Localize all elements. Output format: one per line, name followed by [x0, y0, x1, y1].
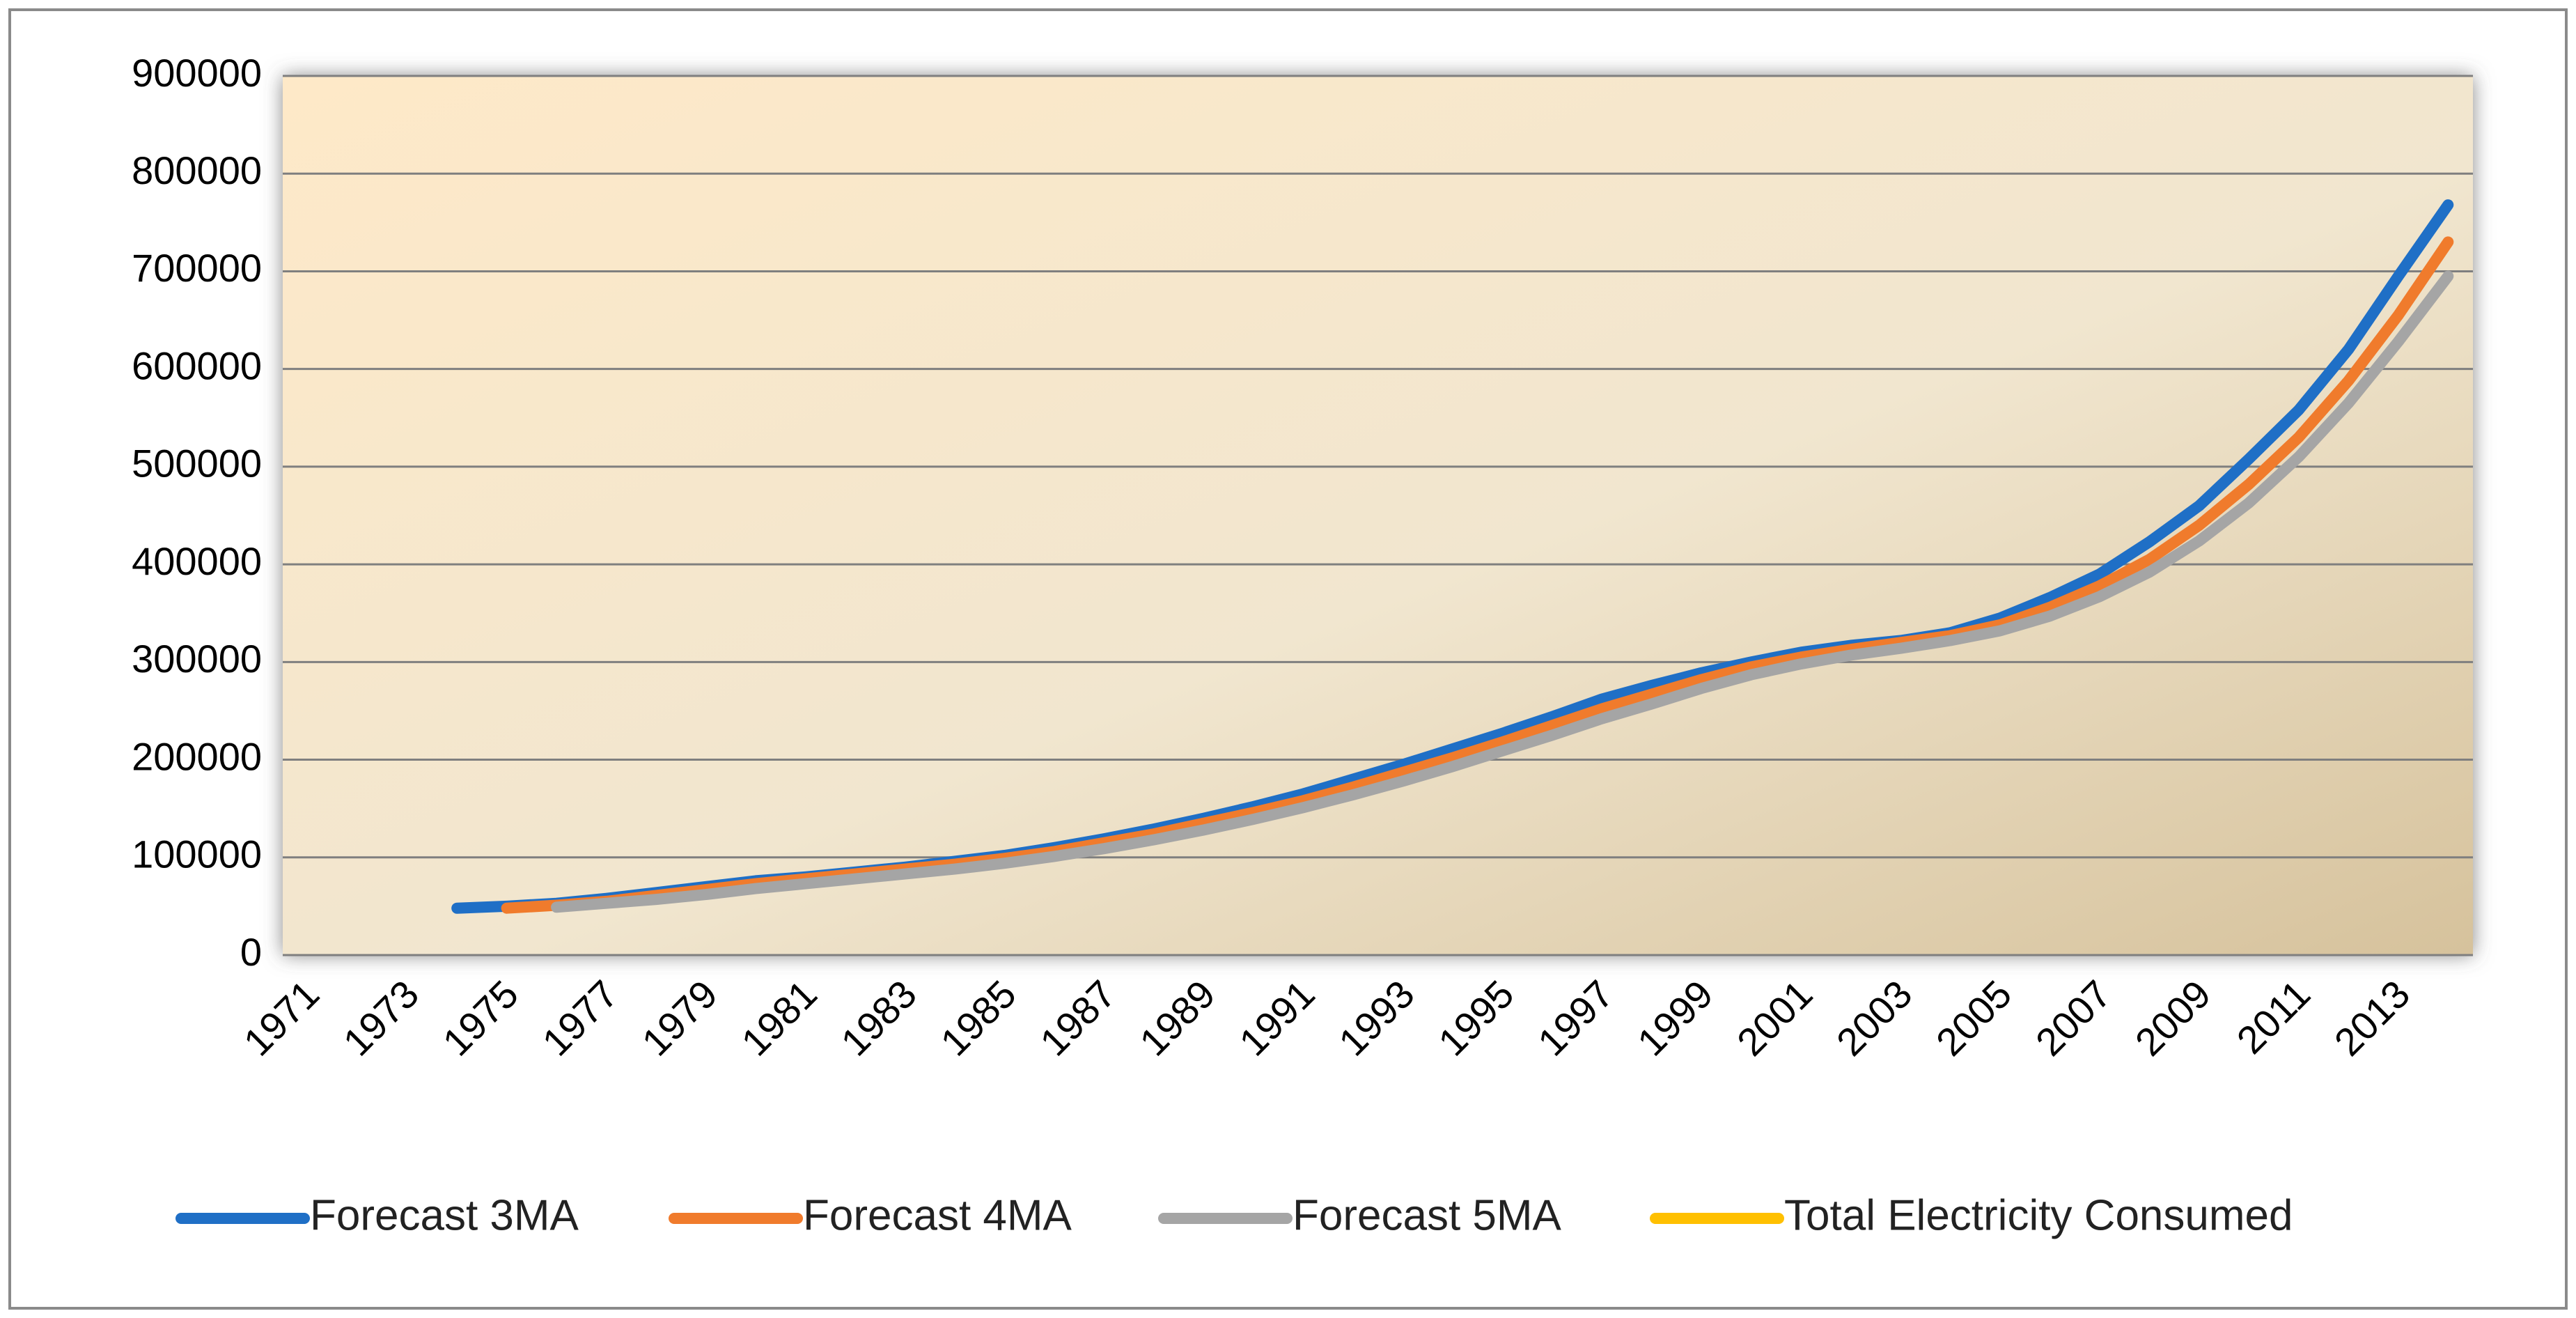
- y-tick-label: 400000: [132, 539, 262, 583]
- legend-label: Total Electricity Consumed: [1784, 1191, 2293, 1239]
- y-tick-label: 100000: [132, 832, 262, 876]
- legend-label: Forecast 5MA: [1293, 1191, 1562, 1239]
- legend-label: Forecast 4MA: [803, 1191, 1072, 1239]
- y-tick-label: 700000: [132, 246, 262, 290]
- y-tick-label: 200000: [132, 734, 262, 778]
- y-tick-label: 600000: [132, 343, 262, 387]
- y-tick-label: 0: [240, 930, 262, 974]
- plot-area: [283, 76, 2473, 955]
- y-tick-label: 300000: [132, 637, 262, 681]
- legend-label: Forecast 3MA: [310, 1191, 579, 1239]
- y-tick-label: 500000: [132, 442, 262, 486]
- y-tick-label: 900000: [132, 51, 262, 95]
- series-line: [551, 270, 2454, 913]
- y-tick-label: 800000: [132, 148, 262, 192]
